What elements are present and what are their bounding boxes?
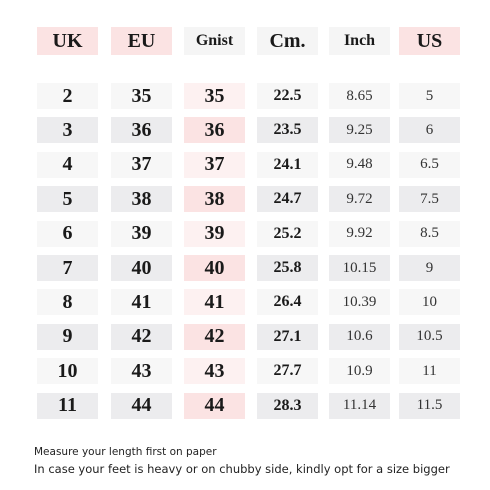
cell-eu: 42 bbox=[111, 323, 172, 350]
cell-eu: 43 bbox=[111, 358, 172, 385]
cell-gnist: 36 bbox=[184, 117, 245, 144]
cell-gnist: 41 bbox=[184, 289, 245, 316]
cell-gnist: 38 bbox=[184, 186, 245, 213]
cell-uk: 2 bbox=[37, 83, 98, 109]
cell-us: 9 bbox=[399, 255, 460, 281]
cell-cm: 23.5 bbox=[257, 117, 318, 144]
cell-inch: 8.65 bbox=[329, 83, 390, 109]
header-gnist: Gnist bbox=[184, 27, 245, 55]
cell-cm: 24.1 bbox=[257, 151, 318, 178]
cell-inch: 9.92 bbox=[329, 220, 390, 247]
cell-eu: 37 bbox=[111, 151, 172, 178]
cell-us: 11 bbox=[399, 358, 460, 385]
cell-us: 6.5 bbox=[399, 151, 460, 178]
cell-eu: 35 bbox=[111, 83, 172, 109]
cell-uk: 7 bbox=[37, 255, 98, 281]
header-inch: Inch bbox=[329, 27, 390, 55]
cell-uk: 4 bbox=[37, 151, 98, 178]
cell-gnist: 43 bbox=[184, 358, 245, 385]
cell-gnist: 39 bbox=[184, 220, 245, 247]
cell-gnist: 44 bbox=[184, 392, 245, 419]
cell-cm: 25.2 bbox=[257, 220, 318, 247]
cell-inch: 9.72 bbox=[329, 186, 390, 213]
cell-gnist: 35 bbox=[184, 83, 245, 109]
cell-us: 11.5 bbox=[399, 392, 460, 419]
cell-uk: 9 bbox=[37, 323, 98, 350]
cell-cm: 25.8 bbox=[257, 255, 318, 281]
cell-cm: 28.3 bbox=[257, 392, 318, 419]
cell-uk: 10 bbox=[37, 358, 98, 385]
cell-inch: 9.25 bbox=[329, 117, 390, 144]
cell-eu: 36 bbox=[111, 117, 172, 144]
cell-inch: 10.39 bbox=[329, 289, 390, 316]
cell-eu: 39 bbox=[111, 220, 172, 247]
header-us: US bbox=[399, 27, 460, 55]
cell-eu: 41 bbox=[111, 289, 172, 316]
cell-us: 5 bbox=[399, 83, 460, 109]
cell-inch: 10.6 bbox=[329, 323, 390, 350]
cell-us: 10.5 bbox=[399, 323, 460, 350]
cell-eu: 40 bbox=[111, 255, 172, 281]
cell-uk: 5 bbox=[37, 186, 98, 213]
cell-cm: 27.1 bbox=[257, 323, 318, 350]
cell-gnist: 37 bbox=[184, 151, 245, 178]
cell-cm: 26.4 bbox=[257, 289, 318, 316]
cell-us: 6 bbox=[399, 117, 460, 144]
header-eu: EU bbox=[111, 27, 172, 55]
cell-uk: 3 bbox=[37, 117, 98, 144]
cell-inch: 10.15 bbox=[329, 255, 390, 281]
cell-inch: 11.14 bbox=[329, 392, 390, 419]
cell-eu: 38 bbox=[111, 186, 172, 213]
cell-gnist: 40 bbox=[184, 255, 245, 281]
notes: Measure your length first on paper In ca… bbox=[34, 444, 450, 478]
cell-us: 7.5 bbox=[399, 186, 460, 213]
cell-cm: 27.7 bbox=[257, 358, 318, 385]
cell-cm: 22.5 bbox=[257, 83, 318, 109]
note-size-advice: In case your feet is heavy or on chubby … bbox=[34, 462, 450, 476]
cell-inch: 10.9 bbox=[329, 358, 390, 385]
note-measure: Measure your length first on paper bbox=[34, 446, 217, 458]
cell-gnist: 42 bbox=[184, 323, 245, 350]
size-chart-table: UK EU Gnist Cm. Inch US 2 35 35 22.5 8.65 5 3 36 36 23.… bbox=[37, 27, 460, 419]
cell-us: 10 bbox=[399, 289, 460, 316]
header-uk: UK bbox=[37, 27, 98, 55]
cell-us: 8.5 bbox=[399, 220, 460, 247]
cell-uk: 6 bbox=[37, 220, 98, 247]
cell-cm: 24.7 bbox=[257, 186, 318, 213]
cell-uk: 11 bbox=[37, 392, 98, 419]
header-cm: Cm. bbox=[257, 27, 318, 55]
cell-eu: 44 bbox=[111, 392, 172, 419]
cell-uk: 8 bbox=[37, 289, 98, 316]
cell-inch: 9.48 bbox=[329, 151, 390, 178]
